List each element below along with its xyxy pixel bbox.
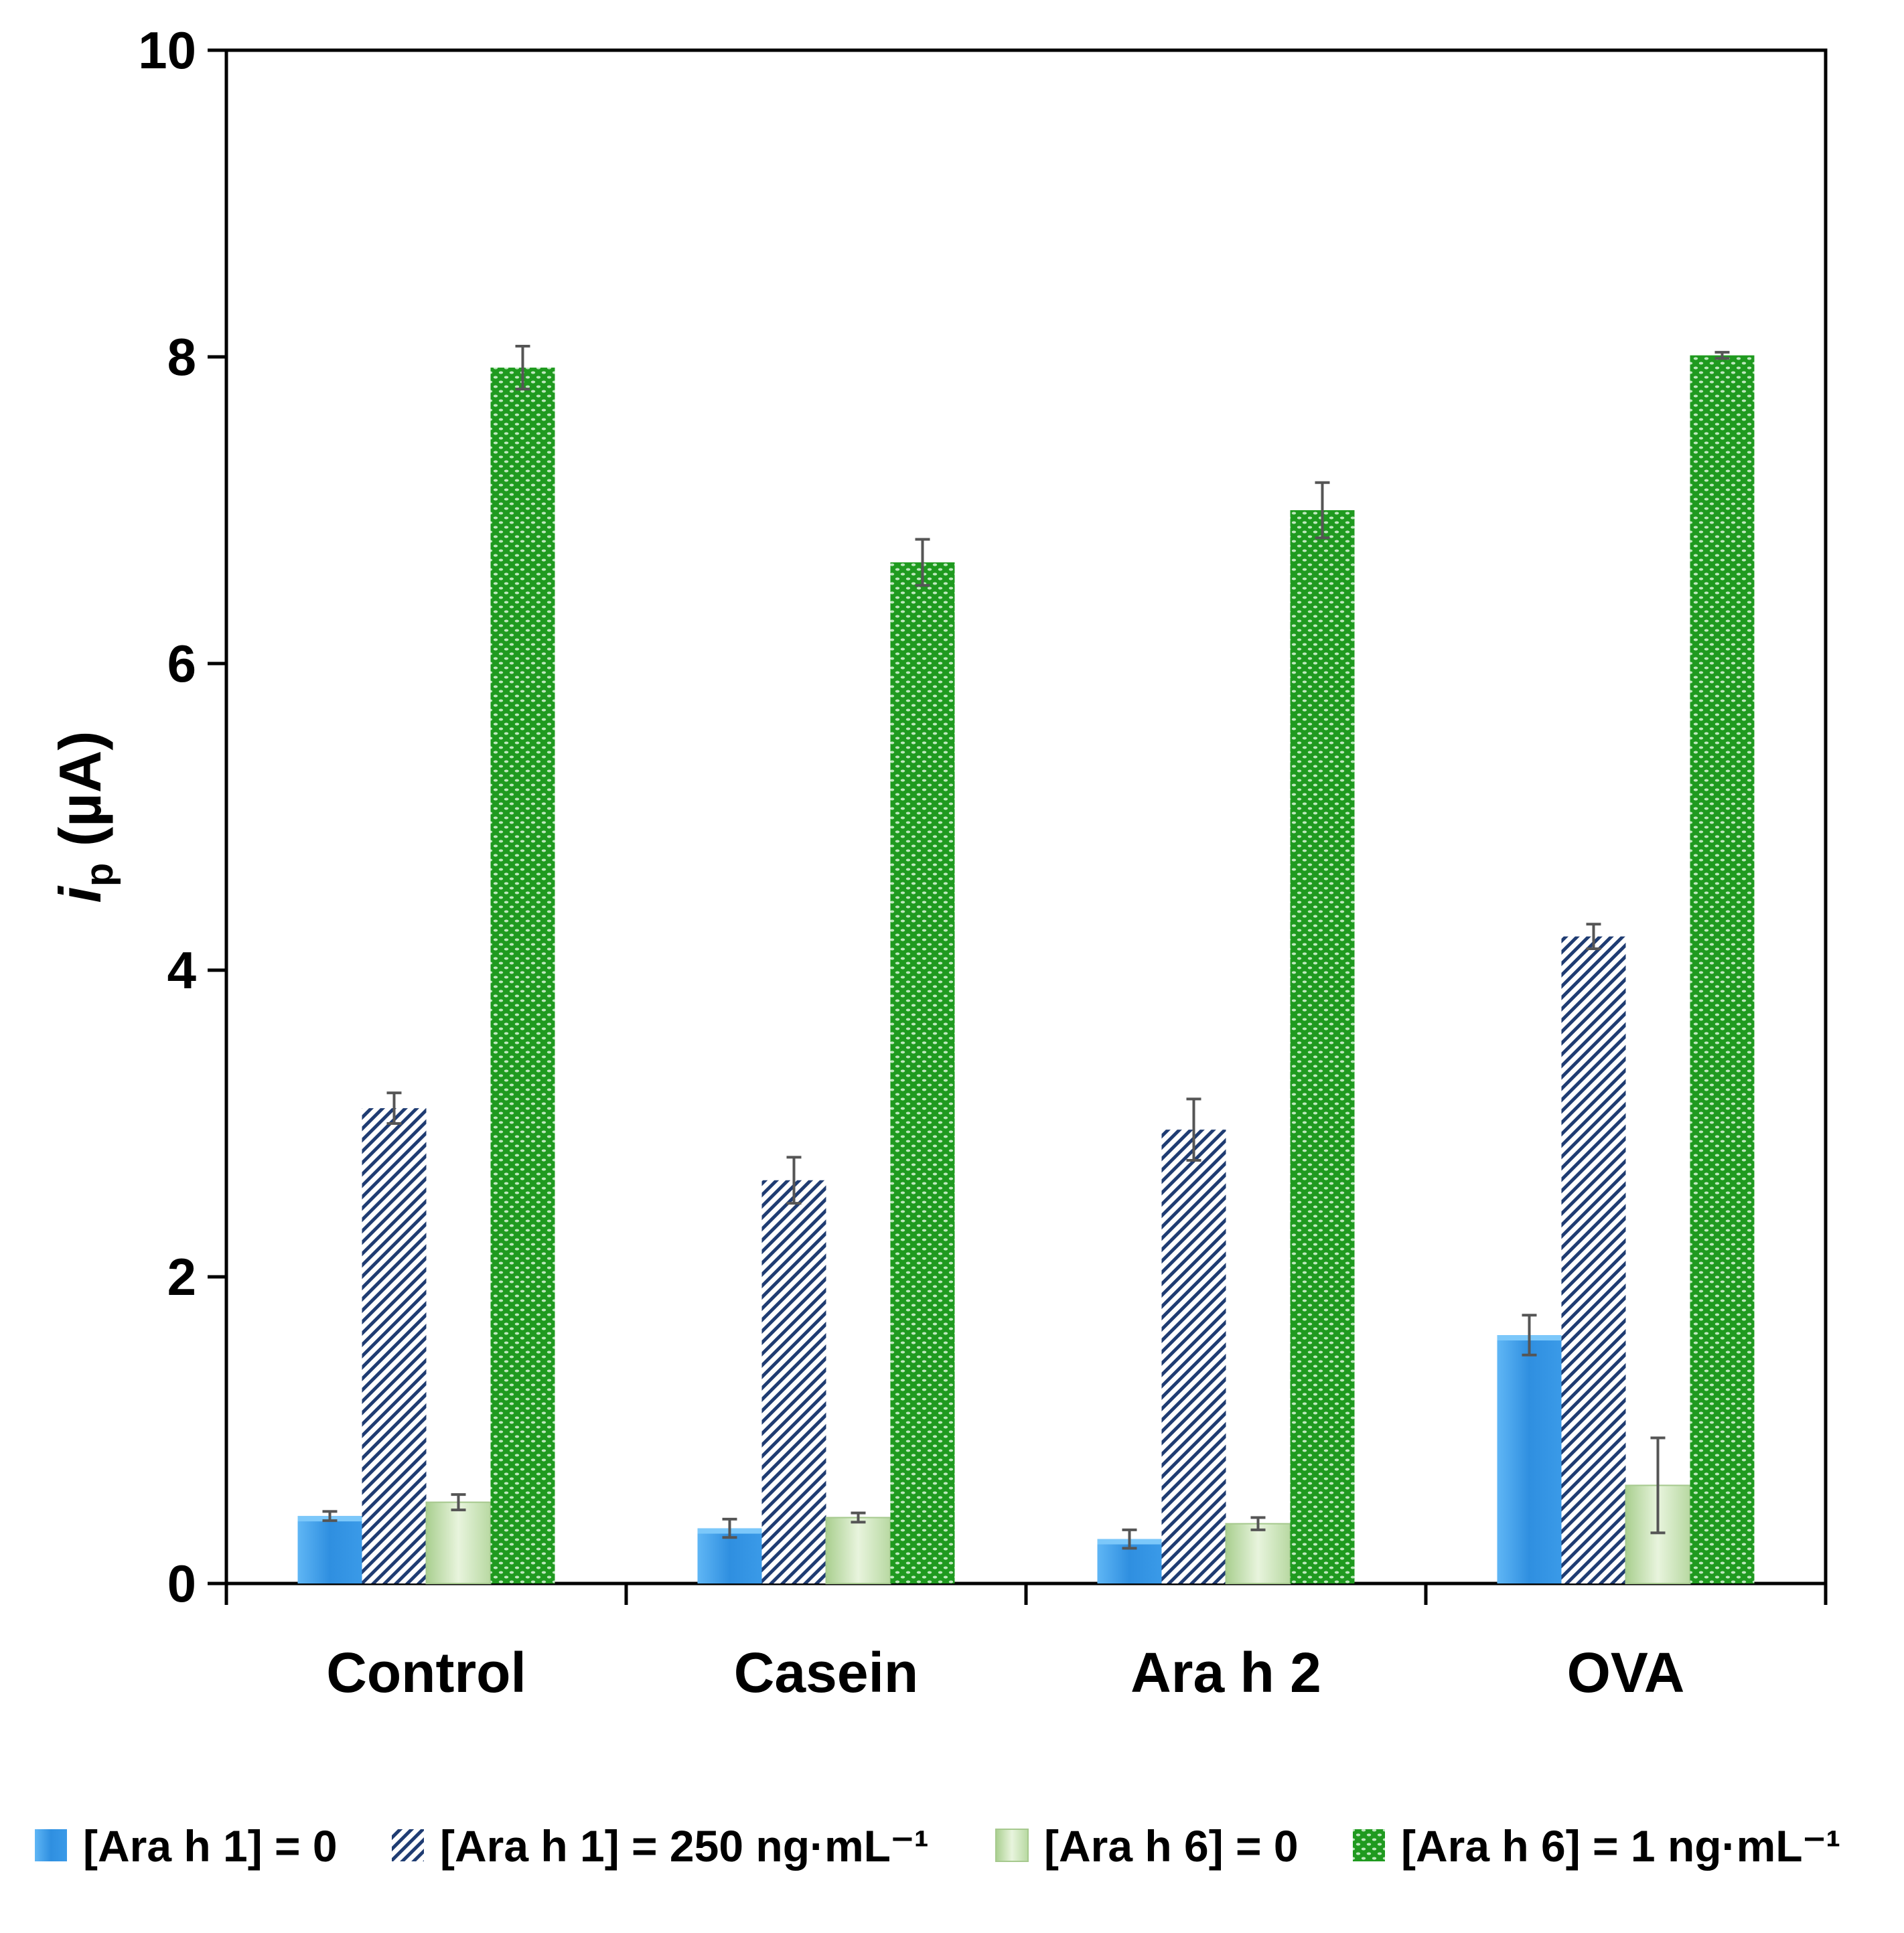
bar-4-casein: [890, 562, 955, 1583]
legend-label: [Ara h 6] = 1 ng·mL⁻¹: [1401, 1821, 1840, 1871]
y-tick-label: 10: [138, 21, 196, 80]
legend-swatch: [1353, 1829, 1385, 1861]
bar-3-ara-h-2: [1225, 1523, 1291, 1584]
x-axis: [224, 1583, 1828, 1605]
category-label: Control: [326, 1641, 526, 1704]
bar-2-control: [362, 1108, 427, 1583]
legend-label: [Ara h 6] = 0: [1044, 1821, 1299, 1871]
bar-2-ova: [1561, 936, 1626, 1583]
y-tick-label: 2: [167, 1247, 196, 1306]
bar-series-group: [297, 355, 1755, 1585]
legend: [Ara h 1] = 0 [Ara h 1] = 250 ng·mL⁻¹ [Ara…: [35, 1821, 1840, 1871]
legend-swatch: [995, 1829, 1029, 1862]
bar-1-control: [297, 1516, 362, 1583]
category-labels: Control Casein Ara h 2 OVA: [326, 1641, 1684, 1704]
category-label: OVA: [1567, 1641, 1685, 1704]
legend-swatch: [35, 1829, 67, 1861]
y-tick-label: 4: [167, 941, 196, 1000]
y-tick-label: 6: [167, 634, 196, 693]
bar-4-control: [490, 368, 555, 1583]
error-bar-group: [322, 344, 1730, 1550]
legend-label: [Ara h 1] = 0: [83, 1821, 338, 1871]
bar-4-ova: [1690, 355, 1755, 1584]
y-tick-label: 8: [167, 327, 196, 386]
legend-label: [Ara h 1] = 250 ng·mL⁻¹: [440, 1821, 929, 1871]
y-axis: 0 2 4 6 8 10: [138, 21, 226, 1613]
category-label: Casein: [734, 1641, 918, 1704]
bar-2-ara-h-2: [1161, 1130, 1226, 1583]
category-label: Ara h 2: [1130, 1641, 1321, 1704]
bar-3-control: [425, 1501, 492, 1584]
legend-swatch: [392, 1829, 424, 1861]
y-axis-title: ip (µA): [47, 730, 121, 903]
bar-3-casein: [825, 1517, 891, 1585]
bar-4-ara-h-2: [1290, 510, 1355, 1583]
bar-1-ova: [1497, 1335, 1562, 1583]
bar-2-casein: [761, 1180, 826, 1583]
y-tick-label: 0: [167, 1554, 196, 1613]
